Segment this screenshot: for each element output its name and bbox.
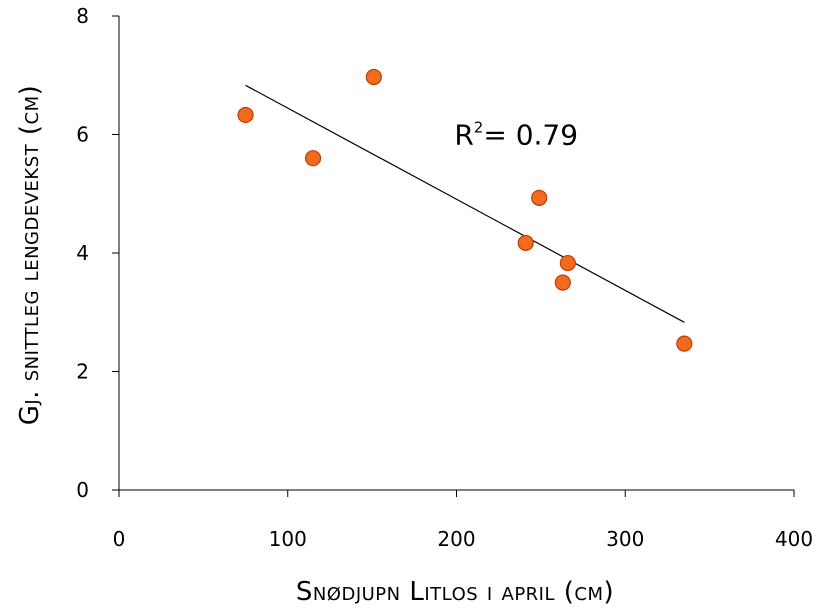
data-point: [365, 68, 382, 86]
x-axis-title: Snødjupn Litlos i april (cm): [296, 577, 614, 607]
x-tick-label: 400: [775, 527, 813, 551]
data-point: [517, 234, 534, 252]
y-axis-title: Gj. snittleg lengdevekst (cm): [15, 85, 45, 426]
x-tick-label: 0: [113, 527, 126, 551]
plot-area: 0 2 4 6 8 0 100 200 300 400 R2= 0.79: [76, 4, 813, 551]
y-tick-label: 4: [76, 241, 89, 265]
data-point: [559, 254, 576, 272]
trend-line: [245, 84, 685, 323]
data-point: [304, 150, 322, 167]
data-point: [237, 106, 254, 124]
data-point: [531, 189, 548, 206]
r-squared-annotation: R2= 0.79: [454, 119, 578, 152]
x-tick-label: 300: [606, 527, 644, 551]
data-point: [676, 335, 693, 352]
y-tick-label: 2: [76, 360, 89, 384]
x-tick-label: 200: [437, 527, 475, 551]
x-tick-label: 100: [269, 527, 307, 551]
y-tick-label: 8: [76, 4, 89, 28]
data-point: [554, 274, 571, 291]
y-tick-label: 6: [76, 123, 89, 147]
y-tick-label: 0: [76, 478, 89, 502]
